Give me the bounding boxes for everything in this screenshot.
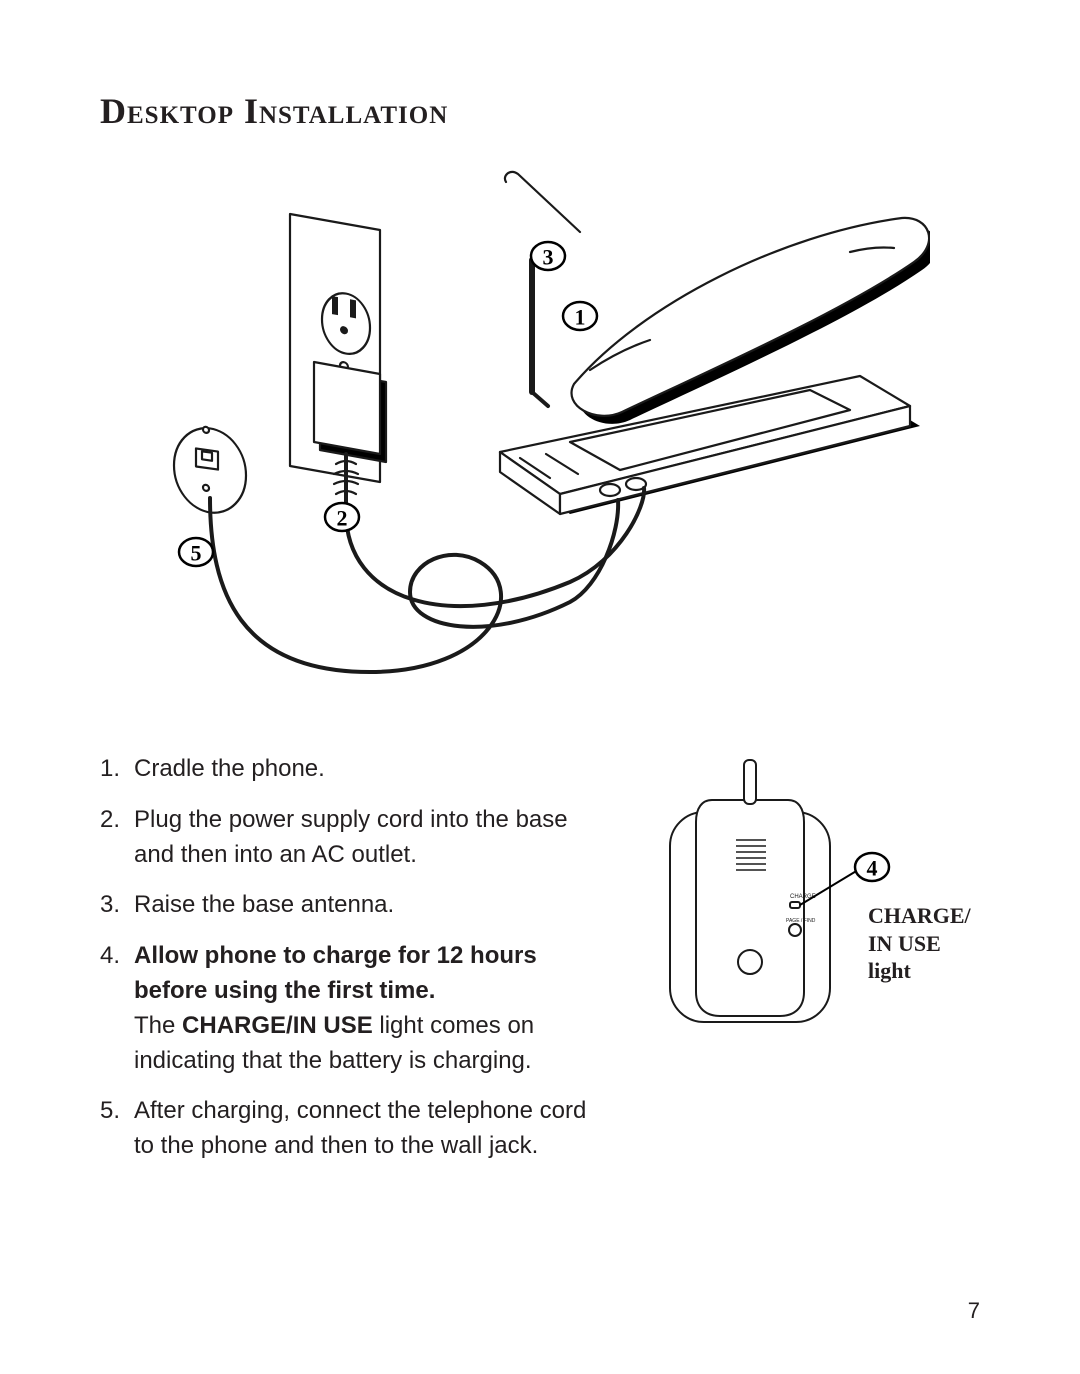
instruction-list: Cradle the phone. Plug the power supply … [100,752,610,1180]
svg-text:4: 4 [867,856,878,881]
step-3: Raise the base antenna. [100,888,610,923]
callout-4: 4 [855,853,889,881]
callout-5: 5 [179,538,213,566]
step-2: Plug the power supply cord into the base… [100,803,610,873]
step-1: Cradle the phone. [100,752,610,787]
charge-light-label: CHARGE/ IN USE light [868,902,971,985]
svg-text:5: 5 [191,541,202,566]
page-title: Desktop Installation [100,90,980,132]
step-text: Cradle the phone. [134,755,325,782]
svg-text:1: 1 [575,305,586,330]
svg-text:2: 2 [337,506,348,531]
step-4: Allow phone to charge for 12 hours befor… [100,939,610,1078]
callout-3: 3 [531,242,565,270]
page-number: 7 [968,1298,980,1324]
step-text: Plug the power supply cord into the base… [134,806,568,868]
step-text: Raise the base antenna. [134,891,394,918]
callout-1: 1 [563,302,597,330]
charge-light-figure: CHARGE PAGE / FIND 4 CHARGE/ IN USE ligh… [640,752,980,1052]
callout-2: 2 [325,503,359,531]
label-line: light [868,958,911,983]
step-text: The [134,1012,182,1039]
label-line: IN USE [868,931,941,956]
power-adapter-icon [314,362,386,512]
base-station-icon [500,172,930,514]
svg-text:3: 3 [543,245,554,270]
step-bold: Allow phone to charge for 12 hours befor… [134,942,537,1004]
step-text: After charging, connect the telephone co… [134,1097,586,1159]
installation-diagram: 1 3 2 5 [150,162,930,692]
step-5: After charging, connect the telephone co… [100,1094,610,1164]
phone-cord-icon [210,498,618,672]
step-bold-inline: CHARGE/IN USE [182,1012,373,1039]
svg-text:PAGE / FIND: PAGE / FIND [786,918,816,924]
label-line: CHARGE/ [868,903,971,928]
